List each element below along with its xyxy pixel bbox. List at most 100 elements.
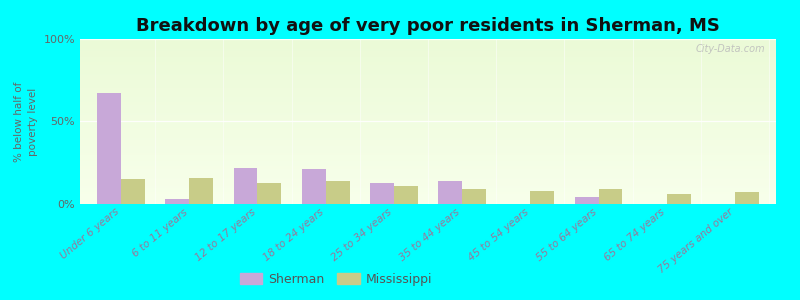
Bar <box>80 196 776 197</box>
Bar <box>80 122 776 123</box>
Bar <box>80 148 776 149</box>
Bar <box>80 164 776 166</box>
Bar <box>80 100 776 102</box>
Bar <box>80 77 776 79</box>
Bar <box>80 143 776 145</box>
Bar <box>80 135 776 136</box>
Bar <box>80 197 776 199</box>
Y-axis label: % below half of
poverty level: % below half of poverty level <box>14 81 38 162</box>
Bar <box>80 178 776 179</box>
Title: Breakdown by age of very poor residents in Sherman, MS: Breakdown by age of very poor residents … <box>136 17 720 35</box>
Bar <box>80 69 776 70</box>
Bar <box>80 115 776 116</box>
Bar <box>80 130 776 131</box>
Bar <box>80 49 776 50</box>
Bar <box>80 184 776 186</box>
Bar <box>80 169 776 171</box>
Bar <box>394 186 418 204</box>
Bar <box>80 154 776 156</box>
Bar <box>302 169 326 204</box>
Bar <box>97 93 121 204</box>
Bar <box>234 168 258 204</box>
Bar <box>80 113 776 115</box>
Bar <box>80 133 776 135</box>
Bar <box>80 199 776 201</box>
Legend: Sherman, Mississippi: Sherman, Mississippi <box>234 268 438 291</box>
Bar <box>80 62 776 64</box>
Bar <box>326 181 350 204</box>
Bar <box>80 44 776 46</box>
Bar <box>80 112 776 113</box>
Bar <box>80 151 776 153</box>
Bar <box>80 146 776 148</box>
Bar <box>80 120 776 122</box>
Bar <box>80 67 776 69</box>
Bar <box>80 75 776 77</box>
Bar <box>80 153 776 154</box>
Bar <box>80 131 776 133</box>
Bar <box>80 92 776 93</box>
Bar <box>121 179 145 204</box>
Bar <box>667 194 690 204</box>
Bar <box>80 59 776 60</box>
Bar <box>80 166 776 168</box>
Bar <box>80 106 776 108</box>
Bar <box>80 158 776 159</box>
Bar <box>80 189 776 191</box>
Bar <box>80 176 776 178</box>
Bar <box>80 194 776 196</box>
Bar <box>80 39 776 40</box>
Bar <box>80 118 776 120</box>
Bar <box>735 193 759 204</box>
Bar <box>80 140 776 141</box>
Bar <box>370 182 394 204</box>
Bar <box>80 159 776 161</box>
Bar <box>80 128 776 130</box>
Bar <box>80 125 776 126</box>
Bar <box>80 149 776 151</box>
Text: City-Data.com: City-Data.com <box>696 44 766 54</box>
Bar <box>80 136 776 138</box>
Bar <box>80 57 776 59</box>
Bar <box>80 42 776 44</box>
Bar <box>80 138 776 140</box>
Bar <box>80 123 776 125</box>
Bar <box>80 50 776 52</box>
Bar <box>80 193 776 194</box>
Bar <box>574 197 598 204</box>
Bar <box>80 83 776 85</box>
Bar <box>80 126 776 128</box>
Bar <box>80 40 776 42</box>
Bar <box>80 60 776 62</box>
Bar <box>80 105 776 106</box>
Bar <box>80 110 776 112</box>
Bar <box>80 87 776 88</box>
Bar <box>80 82 776 83</box>
Bar <box>80 145 776 146</box>
Bar <box>80 97 776 98</box>
Bar <box>80 70 776 72</box>
Bar <box>80 201 776 202</box>
Bar <box>80 72 776 74</box>
Bar <box>80 202 776 204</box>
Bar <box>80 93 776 95</box>
Bar <box>80 156 776 158</box>
Bar <box>80 102 776 103</box>
Bar <box>80 79 776 80</box>
Bar <box>80 174 776 176</box>
Bar <box>80 90 776 92</box>
Bar <box>80 182 776 184</box>
Bar <box>80 88 776 90</box>
Bar <box>80 186 776 188</box>
Bar <box>80 74 776 75</box>
Bar <box>80 163 776 164</box>
Bar <box>80 85 776 87</box>
Bar <box>80 188 776 189</box>
Bar <box>80 56 776 57</box>
Bar <box>80 65 776 67</box>
Bar <box>258 182 282 204</box>
Bar <box>598 189 622 204</box>
Bar <box>80 168 776 169</box>
Bar <box>80 46 776 47</box>
Bar <box>80 108 776 110</box>
